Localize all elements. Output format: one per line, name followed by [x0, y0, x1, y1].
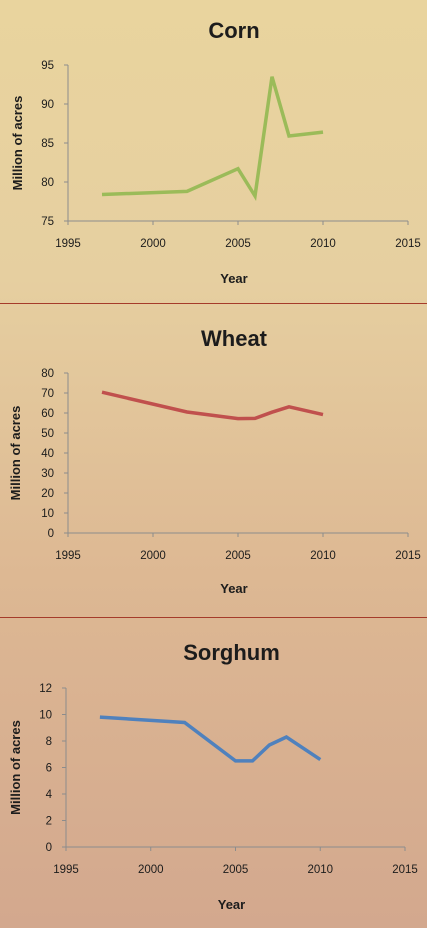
corn-x-tick-label: 2000: [140, 238, 166, 250]
sorghum-x-tick-label: 1995: [53, 864, 79, 876]
wheat-series-line: [101, 390, 324, 421]
corn-x-axis-label: Year: [220, 271, 247, 286]
wheat-x-tick-label: 1995: [55, 550, 81, 562]
sorghum-x-tick-label: 2000: [138, 864, 164, 876]
sorghum-x-tick-label: 2010: [307, 864, 333, 876]
corn-data-point: [288, 135, 291, 138]
wheat-x-tick-label: 2000: [140, 550, 166, 562]
corn-data-point: [271, 75, 274, 78]
corn-data-point: [254, 195, 257, 198]
wheat-x-tick-label: 2015: [395, 550, 421, 562]
sorghum-data-point: [234, 759, 237, 762]
wheat-y-tick-label: 70: [41, 388, 54, 400]
corn-chart-title: Corn: [208, 18, 259, 43]
sorghum-y-tick-label: 6: [46, 763, 52, 775]
wheat-data-point: [237, 417, 240, 420]
wheat-data-point: [271, 411, 274, 414]
sorghum-data-point: [98, 716, 101, 719]
wheat-y-tick-label: 20: [41, 488, 54, 500]
corn-chart-panel: Corn 75 80 85 90 95 1995 2000 2005 2010 2015 Year Mi…: [0, 0, 427, 303]
corn-x-tick-label: 1995: [55, 238, 81, 250]
sorghum-series-line: [99, 715, 322, 763]
corn-y-tick-label: 75: [41, 216, 54, 228]
sorghum-y-tick-label: 4: [46, 789, 53, 801]
corn-x-tick-label: 2005: [225, 238, 251, 250]
sorghum-y-tick-label: 8: [46, 736, 52, 748]
corn-data-point: [322, 131, 325, 134]
sorghum-data-point: [183, 721, 186, 724]
sorghum-y-axis-label: Million of acres: [8, 720, 23, 815]
wheat-x-axis-label: Year: [220, 581, 247, 596]
corn-data-point: [101, 193, 104, 196]
wheat-y-tick-label: 60: [41, 408, 54, 420]
wheat-x-tick-label: 2010: [310, 550, 336, 562]
sorghum-x-tick-label: 2015: [392, 864, 418, 876]
sorghum-y-tick-label: 2: [46, 816, 52, 828]
wheat-chart: Wheat 0 10 20 30 40 50 60 70 80 1995 2000 2005 2010 20…: [8, 326, 421, 596]
sorghum-data-point: [319, 758, 322, 761]
wheat-y-tick-label: 0: [48, 528, 54, 540]
wheat-y-tick-label: 30: [41, 468, 54, 480]
corn-y-tick-label: 95: [41, 60, 54, 72]
corn-y-tick-label: 90: [41, 99, 54, 111]
corn-y-tick-label: 85: [41, 138, 54, 150]
wheat-data-point: [101, 391, 104, 394]
wheat-y-tick-label: 10: [41, 508, 54, 520]
corn-data-point: [237, 167, 240, 170]
sorghum-y-tick-label: 12: [39, 683, 52, 695]
sorghum-data-point: [285, 736, 288, 739]
corn-y-axis-label: Million of acres: [10, 96, 25, 191]
wheat-x-tick-label: 2005: [225, 550, 251, 562]
wheat-y-tick-label: 40: [41, 448, 54, 460]
divider-wheat-sorghum: [0, 617, 427, 618]
wheat-chart-panel: Wheat 0 10 20 30 40 50 60 70 80 1995 2000 2005 2010 20…: [0, 304, 427, 617]
sorghum-data-point: [268, 744, 271, 747]
corn-y-tick-label: 80: [41, 177, 54, 189]
sorghum-x-axis-label: Year: [218, 897, 245, 912]
corn-data-point: [186, 190, 189, 193]
corn-series-line: [101, 76, 324, 202]
wheat-data-point: [186, 411, 189, 414]
sorghum-chart-title: Sorghum: [183, 640, 280, 665]
corn-x-tick-label: 2010: [310, 238, 336, 250]
divider-corn-wheat: [0, 303, 427, 304]
sorghum-chart-panel: Sorghum 0 2 4 6 8 10 12 1995 2000 2005 2010 2015 Year…: [0, 618, 427, 928]
wheat-y-tick-label: 50: [41, 428, 54, 440]
wheat-data-point: [322, 413, 325, 416]
wheat-data-point: [288, 405, 291, 408]
wheat-y-tick-label: 80: [41, 368, 54, 380]
sorghum-chart: Sorghum 0 2 4 6 8 10 12 1995 2000 2005 2010 2015 Year…: [8, 640, 418, 912]
corn-chart: Corn 75 80 85 90 95 1995 2000 2005 2010 2015 Year Mi…: [10, 18, 421, 286]
wheat-y-axis-label: Million of acres: [8, 406, 23, 501]
wheat-data-point: [254, 417, 257, 420]
corn-x-tick-label: 2015: [395, 238, 421, 250]
sorghum-data-point: [251, 759, 254, 762]
sorghum-y-tick-label: 10: [39, 710, 52, 722]
sorghum-y-tick-label: 0: [46, 842, 52, 854]
wheat-chart-title: Wheat: [201, 326, 268, 351]
sorghum-x-tick-label: 2005: [223, 864, 249, 876]
